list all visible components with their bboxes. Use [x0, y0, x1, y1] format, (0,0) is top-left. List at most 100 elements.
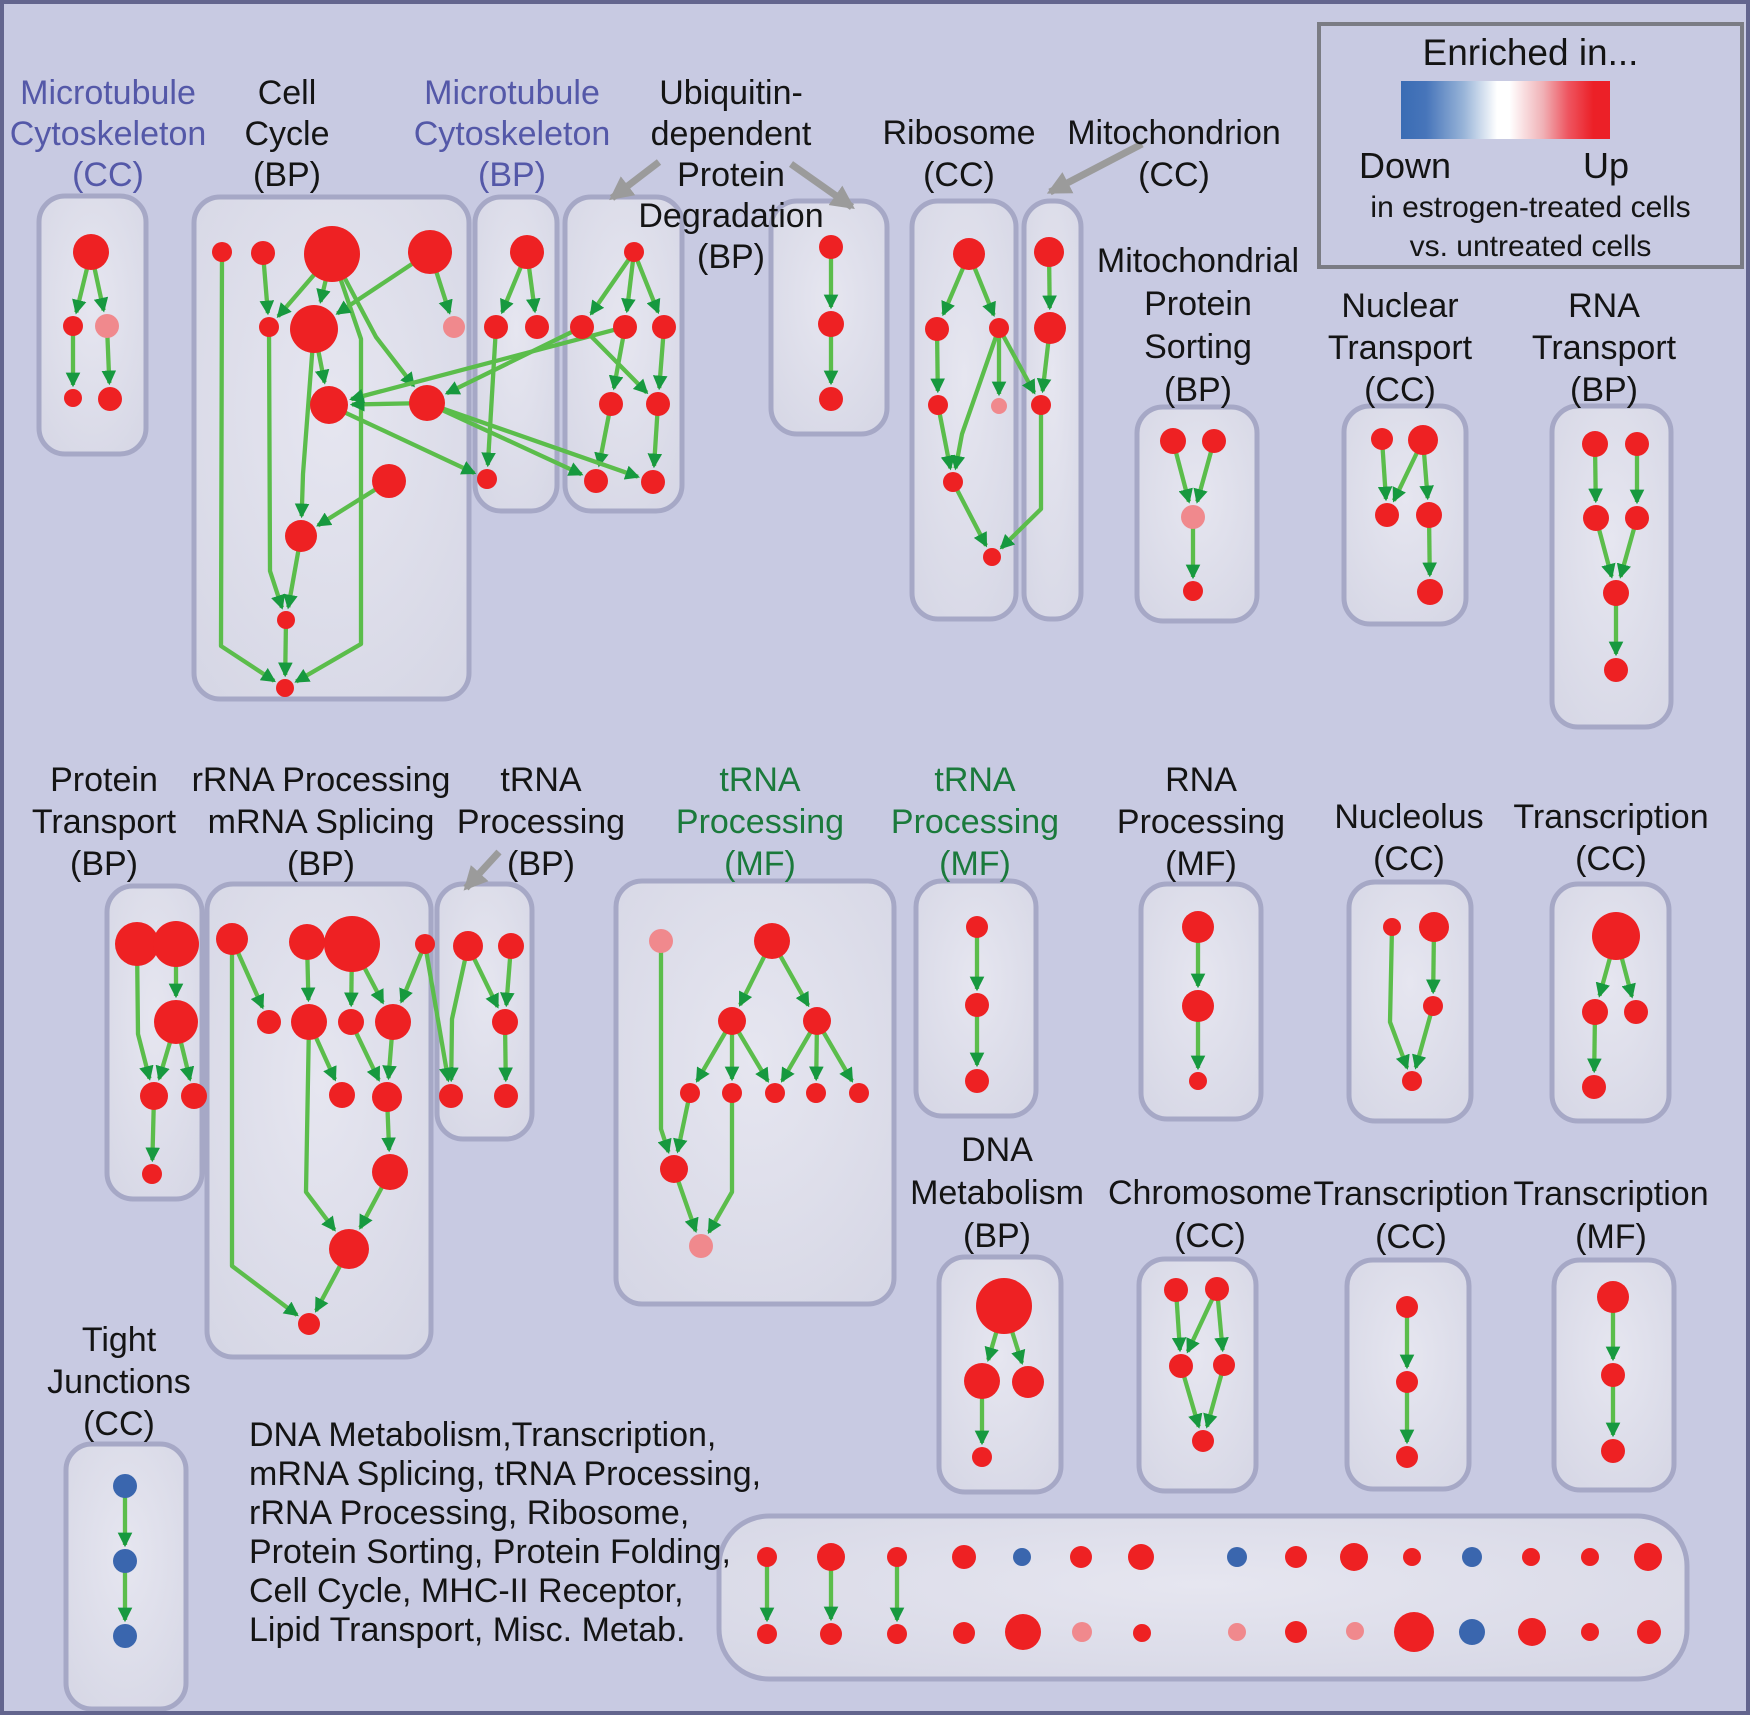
go-term-node-trna-processing-mf-1 — [722, 1083, 742, 1103]
edge-arrow — [218, 260, 276, 683]
label-dna-metabolism-bp: DNA Metabolism (BP) — [910, 1131, 1084, 1255]
edge-arrow — [498, 1033, 513, 1083]
go-term-node-trna-processing-mf-2 — [965, 993, 989, 1017]
go-term-node-ribosome-cc — [925, 317, 949, 341]
go-term-node-ubiquitin-degradation-bp-1 — [570, 315, 594, 339]
go-term-node-rrna-processing-mrna-splicing-bp — [329, 1229, 369, 1269]
label-pointer-arrow — [609, 159, 662, 201]
label-cell-cycle-bp: Cell Cycle (BP) — [244, 74, 329, 194]
edge-arrow — [381, 1110, 396, 1153]
label-rrna-processing-mrna-splicing-bp: rRNA Processing mRNA Splicing (BP) — [192, 761, 451, 883]
go-term-node-microtubule-cytoskeleton-cc — [73, 234, 109, 270]
go-term-node-ubiquitin-degradation-bp-2 — [819, 235, 843, 259]
go-term-node-cell-cycle-bp — [304, 226, 360, 282]
misc-cluster-text: DNA Metabolism,Transcription, mRNA Splic… — [249, 1416, 761, 1650]
go-term-node-mitochondrial-protein-sorting-bp — [1183, 581, 1203, 601]
go-term-node-misc-cluster-strip — [1459, 1619, 1485, 1645]
go-term-node-transcription-cc-1 — [1624, 1000, 1648, 1024]
edge-arrow — [780, 1031, 813, 1083]
cluster-box-nucleolus-cc — [1346, 879, 1474, 1124]
go-term-node-cell-cycle-bp — [251, 241, 275, 265]
edge-arrow — [1036, 342, 1052, 394]
go-term-node-misc-cluster-strip — [1637, 1620, 1661, 1644]
edge-arrow — [335, 261, 414, 316]
legend-down-label: Down — [1358, 145, 1452, 186]
go-term-node-chromosome-cc — [1205, 1277, 1229, 1301]
go-term-node-nuclear-transport-cc — [1375, 503, 1399, 527]
go-term-node-mitochondrial-protein-sorting-bp — [1202, 429, 1226, 453]
go-term-node-misc-cluster-strip — [1072, 1622, 1092, 1642]
go-term-node-nuclear-transport-cc — [1416, 502, 1442, 528]
go-term-node-rna-processing-mf — [1182, 911, 1214, 943]
edge-arrow — [362, 966, 385, 1005]
label-pointer-arrow — [463, 849, 502, 891]
go-term-node-misc-cluster-strip — [1581, 1548, 1599, 1566]
go-term-node-ubiquitin-degradation-bp-1 — [599, 392, 623, 416]
edge-arrow — [809, 1033, 824, 1082]
go-term-node-trna-processing-mf-1 — [660, 1155, 688, 1183]
go-term-node-cell-cycle-bp — [408, 230, 452, 274]
edge-arrow — [434, 271, 453, 315]
edge-arrow — [300, 958, 316, 1003]
edge-arrow — [354, 1031, 381, 1082]
go-term-node-misc-cluster-strip — [1462, 1547, 1482, 1567]
label-nuclear-transport-cc: Nuclear Transport (CC) — [1328, 287, 1473, 409]
edge-arrow — [707, 1102, 735, 1235]
edge-arrow — [444, 959, 468, 1083]
label-mitochondrion-cc: Mitochondrion (CC) — [1067, 114, 1281, 194]
go-term-node-chromosome-cc — [1169, 1354, 1193, 1378]
edge-arrow — [1587, 1023, 1602, 1074]
edge-arrow — [1173, 452, 1193, 504]
edge-arrow — [1597, 529, 1616, 579]
edge-arrow — [1193, 451, 1214, 504]
edge-arrow — [236, 951, 265, 1010]
go-term-node-rrna-processing-mrna-splicing-bp — [415, 934, 435, 954]
label-trna-processing-bp: tRNA Processing (BP) — [457, 761, 625, 883]
label-trna-processing-mf-1: tRNA Processing (MF) — [676, 761, 844, 883]
edge-arrow — [955, 488, 988, 548]
go-term-node-trna-processing-mf-1 — [689, 1234, 713, 1258]
go-term-node-cell-cycle-bp — [277, 611, 295, 629]
label-chromosome-cc: Chromosome (CC) — [1108, 1174, 1312, 1255]
go-term-node-microtubule-cytoskeleton-cc — [98, 387, 122, 411]
label-mitochondrial-protein-sorting-bp: Mitochondrial Protein Sorting (BP) — [1097, 242, 1299, 409]
go-term-node-mitochondrion-cc — [1034, 312, 1066, 344]
go-term-node-microtubule-cytoskeleton-cc — [64, 389, 82, 407]
go-term-node-transcription-mf — [1601, 1439, 1625, 1463]
edge-arrow — [1377, 448, 1393, 502]
edge-arrow — [481, 337, 498, 468]
go-term-node-misc-cluster-strip — [1228, 1623, 1246, 1641]
cluster-box-nuclear-transport-cc — [1341, 403, 1469, 627]
edge-arrow — [101, 336, 117, 386]
go-term-node-rrna-processing-mrna-splicing-bp — [257, 1010, 281, 1034]
edge-arrow — [424, 952, 454, 1083]
edge-arrow — [1419, 453, 1434, 501]
label-ubiquitin-dependent-protein-degradation-bp: Ubiquitin-dependent Protein Degradation (BP… — [638, 74, 823, 276]
cluster-box-microtubule-cytoskeleton-cc — [36, 193, 149, 457]
go-term-node-misc-cluster-strip — [1581, 1623, 1599, 1641]
go-term-node-protein-transport-bp — [181, 1083, 207, 1109]
edge-arrow — [178, 1041, 195, 1082]
edge-arrow — [635, 259, 661, 315]
misc-text-line: Lipid Transport, Misc. Metab. — [249, 1611, 686, 1649]
go-term-node-trna-processing-mf-1 — [806, 1083, 826, 1103]
label-nucleolus-cc: Nucleolus (CC) — [1334, 798, 1483, 878]
go-term-node-misc-cluster-strip — [1394, 1612, 1434, 1652]
go-term-node-cell-cycle-bp — [409, 385, 445, 421]
go-term-node-trna-processing-mf-1 — [849, 1083, 869, 1103]
go-term-node-protein-transport-bp — [142, 1164, 162, 1184]
edge-arrow — [314, 351, 330, 385]
label-protein-transport-bp: Protein Transport (BP) — [32, 761, 177, 883]
edge-arrow — [972, 267, 996, 318]
go-term-node-cell-cycle-bp — [259, 317, 279, 337]
go-term-node-nucleolus-cc — [1402, 1071, 1422, 1091]
go-term-node-misc-cluster-strip — [757, 1624, 777, 1644]
cluster-box-ubiquitin-degradation-bp-1 — [562, 194, 685, 514]
label-pointer-arrow — [788, 161, 855, 210]
go-term-node-mitochondrial-protein-sorting-bp — [1160, 428, 1186, 454]
edge-arrow — [1619, 957, 1636, 999]
go-term-node-trna-processing-bp — [492, 1009, 518, 1035]
go-term-node-cell-cycle-bp — [290, 305, 338, 353]
go-term-node-protein-transport-bp — [154, 1000, 198, 1044]
edge-arrow — [1182, 1375, 1203, 1429]
